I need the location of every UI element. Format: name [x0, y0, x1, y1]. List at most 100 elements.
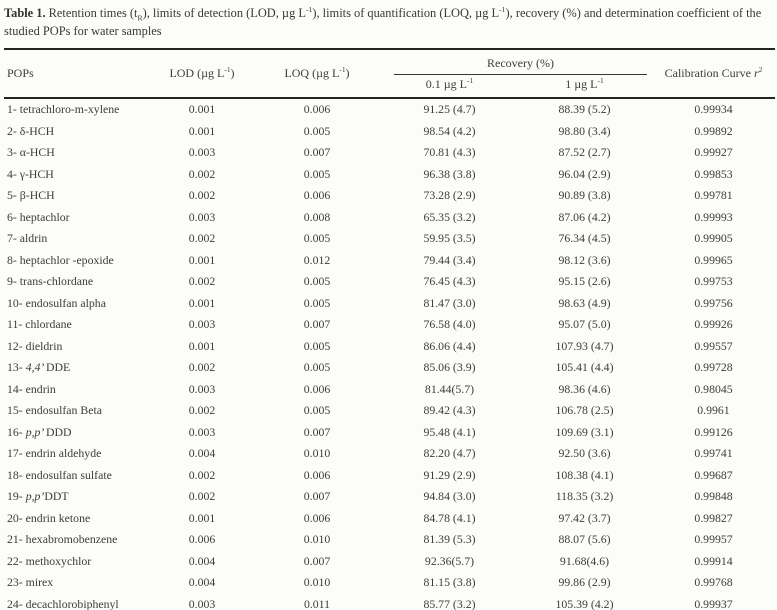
pop-name-pre: 7- aldrin [7, 231, 48, 246]
r2-value: 0.99926 [694, 317, 733, 332]
lod-header-close: ) [230, 65, 235, 80]
r2-value: 0.99728 [694, 360, 733, 375]
recovery-1-value: 108.38 (4.1) [555, 467, 614, 482]
recovery-01-value: 84.78 (4.1) [423, 510, 476, 525]
pop-name-post: DDD [46, 424, 72, 439]
recovery-01-value: 81.44(5.7) [424, 381, 475, 396]
lod-value: 0.004 [188, 446, 216, 461]
pop-name-pre: 1- tetrachloro-m-xylene [7, 102, 120, 117]
recovery-01-value: 95.48 (4.1) [423, 424, 476, 439]
pop-name-cell: 19- p,p’DDT [4, 486, 152, 508]
pop-name-pre: 13- [7, 360, 26, 375]
recovery-1-value: 98.36 (4.6) [558, 381, 611, 396]
recovery-01-value: 73.28 (2.9) [423, 188, 476, 203]
header-row-2: 0.1 µg L-1 1 µg L-1 [4, 75, 775, 98]
table-row: 11- chlordane 0.003 0.007 76.58 (4.0) 95… [4, 314, 775, 336]
recovery-1-value: 76.34 (4.5) [558, 231, 611, 246]
recovery-1-value: 98.63 (4.9) [558, 295, 611, 310]
pop-name-pre: 23- mirex [7, 575, 54, 590]
r2-value: 0.99993 [694, 209, 733, 224]
recovery-1-value: 95.15 (2.6) [558, 274, 611, 289]
col-header-lod: LOD (µg L-1) [152, 49, 252, 98]
r2-value: 0.99965 [694, 252, 733, 267]
pop-name-cell: 9- trans-chlordane [4, 271, 152, 293]
r2-value: 0.99927 [694, 145, 733, 160]
lod-value: 0.003 [188, 209, 216, 224]
r2-value: 0.99781 [694, 188, 733, 203]
pop-name-italic: p,p’ [25, 489, 45, 504]
recovery-1-value: 118.35 (3.2) [555, 489, 614, 504]
loq-value: 0.010 [303, 575, 331, 590]
recovery-01-value: 65.35 (3.2) [423, 209, 476, 224]
loq-value: 0.005 [303, 274, 331, 289]
recovery-1-value: 87.06 (4.2) [558, 209, 611, 224]
col-header-calibration: Calibration Curve r2 [652, 49, 775, 98]
loq-header-sup: -1 [339, 64, 346, 74]
col-header-loq: LOQ (µg L-1) [252, 49, 382, 98]
lod-value: 0.001 [188, 510, 216, 525]
recovery-01-value: 92.36(5.7) [424, 553, 475, 568]
pop-name-pre: 20- endrin ketone [7, 510, 91, 525]
calibration-header-sup: 2 [758, 64, 763, 74]
table-row: 2- δ-HCH 0.001 0.005 98.54 (4.2) 98.80 (… [4, 120, 775, 142]
recovery-01-sup: -1 [467, 76, 474, 86]
loq-value: 0.006 [303, 188, 331, 203]
caption-seg2: ), limits of detection (LOD, µg L [142, 6, 306, 20]
pop-name-cell: 3- α-HCH [4, 142, 152, 164]
pop-name-post: DDT [44, 489, 69, 504]
table-caption: Table 1. Retention times (tR), limits of… [4, 5, 775, 41]
recovery-1-value: 98.12 (3.6) [558, 252, 611, 267]
recovery-1-value: 96.04 (2.9) [558, 166, 611, 181]
lod-value: 0.004 [188, 553, 216, 568]
caption-seg1: Retention times (t [45, 6, 138, 20]
r2-value: 0.99756 [694, 295, 733, 310]
pop-name-cell: 17- endrin aldehyde [4, 443, 152, 465]
recovery-1-value: 106.78 (2.5) [555, 403, 614, 418]
lod-value: 0.003 [188, 145, 216, 160]
loq-value: 0.007 [303, 424, 331, 439]
r2-value: 0.99892 [694, 123, 733, 138]
table-row: 19- p,p’DDT 0.002 0.007 94.84 (3.0) 118.… [4, 486, 775, 508]
lod-value: 0.006 [188, 532, 216, 547]
recovery-01-value: 59.95 (3.5) [423, 231, 476, 246]
lod-header-text: LOD (µg L [169, 65, 225, 80]
recovery-01-value: 81.47 (3.0) [423, 295, 476, 310]
table-row: 10- endosulfan alpha 0.001 0.005 81.47 (… [4, 292, 775, 314]
pop-name-pre: 4- γ-HCH [7, 166, 54, 181]
table-row: 17- endrin aldehyde 0.004 0.010 82.20 (4… [4, 443, 775, 465]
r2-value: 0.99905 [694, 231, 733, 246]
recovery-01-value: 96.38 (3.8) [423, 166, 476, 181]
recovery-01-text: 0.1 µg L [425, 77, 468, 92]
lod-value: 0.001 [188, 123, 216, 138]
table-row: 1- tetrachloro-m-xylene 0.001 0.006 91.2… [4, 98, 775, 121]
recovery-01-value: 91.29 (2.9) [423, 467, 476, 482]
recovery-1-value: 91.68(4.6) [559, 553, 610, 568]
recovery-01-value: 86.06 (4.4) [423, 338, 476, 353]
table-row: 9- trans-chlordane 0.002 0.005 76.45 (4.… [4, 271, 775, 293]
recovery-01-value: 76.58 (4.0) [423, 317, 476, 332]
pop-name-cell: 6- heptachlor [4, 206, 152, 228]
loq-value: 0.007 [303, 489, 331, 504]
caption-sub-r: R [137, 13, 143, 23]
recovery-1-text: 1 µg L [565, 77, 598, 92]
caption-seg4: ), recovery (%) and determination coeffi… [4, 6, 762, 38]
pop-name-italic: 4,4’ [25, 360, 47, 375]
pop-name-pre: 18- endosulfan sulfate [7, 467, 112, 482]
pop-name-cell: 21- hexabromobenzene [4, 529, 152, 551]
r2-value: 0.98045 [694, 381, 733, 396]
loq-value: 0.005 [303, 295, 331, 310]
pop-name-cell: 5- β-HCH [4, 185, 152, 207]
table-caption-label: Table 1. [4, 6, 46, 20]
loq-value: 0.007 [303, 317, 331, 332]
recovery-01-value: 85.77 (3.2) [423, 596, 476, 610]
loq-value: 0.006 [303, 381, 331, 396]
pop-name-pre: 6- heptachlor [7, 209, 70, 224]
table-row: 20- endrin ketone 0.001 0.006 84.78 (4.1… [4, 507, 775, 529]
r2-value: 0.99934 [694, 102, 733, 117]
recovery-1-value: 107.93 (4.7) [555, 338, 614, 353]
r2-value: 0.99827 [694, 510, 733, 525]
caption-sup1: -1 [305, 4, 313, 14]
pop-name-pre: 3- α-HCH [7, 145, 55, 160]
pop-name-cell: 16- p,p’ DDD [4, 421, 152, 443]
pop-name-cell: 24- decachlorobiphenyl [4, 593, 152, 610]
